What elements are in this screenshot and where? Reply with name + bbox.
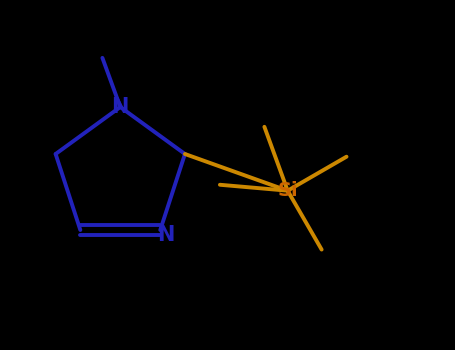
Text: N: N (111, 97, 129, 117)
Text: N: N (157, 225, 174, 245)
Text: Si: Si (278, 181, 298, 200)
